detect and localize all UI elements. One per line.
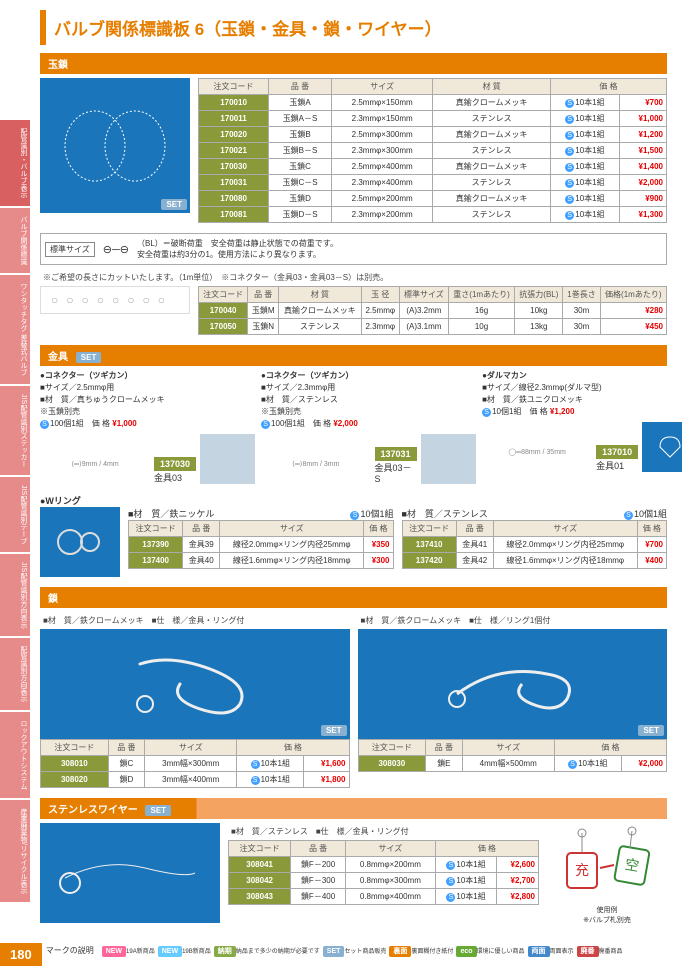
- sidebar-tab[interactable]: JIS配管識別方向表示: [0, 554, 30, 636]
- product-thumb: [642, 422, 682, 472]
- sidebar-tab[interactable]: 産業廃棄物/リサイクル表示: [0, 800, 30, 902]
- section-bar: 鎖: [40, 587, 667, 608]
- product-thumb: [200, 434, 255, 484]
- dimension-diagram: ⟨═⟩8mm / 3mm: [261, 444, 370, 484]
- svg-text:空: 空: [624, 856, 641, 874]
- size-note-box: 標準サイズ ⊖─⊖ （BL）＝破断荷重 安全荷重は静止状態での荷重です。安全荷重…: [40, 233, 667, 265]
- page-title: バルブ関係標識板 6（玉鎖・金具・鎖・ワイヤー）: [40, 10, 667, 45]
- product-table: 注文コード品 番サイズ材 質価 格 170010玉鎖A2.5mmφ×150mm真…: [198, 78, 667, 223]
- sidebar-tab[interactable]: ロックアウトシステム: [0, 712, 30, 798]
- chain-spec-table: 注文コード品 番材 質玉 径標準サイズ重さ(1mあたり)抗張力(BL)1巻長さ価…: [198, 286, 667, 335]
- wire-table: 注文コード品 番サイズ価 格 308041鎖F－2000.8mmφ×200mmS…: [228, 840, 539, 905]
- section-bar: 金具 SET: [40, 345, 667, 366]
- dimension-diagram: ⟨═⟩9mm / 4mm: [40, 444, 150, 484]
- sidebar: 配管識別・バルブ表示 バルブ関係標識 ワンタッチタグ 差替式バルブ JIS配管識…: [0, 120, 30, 902]
- usage-example: 充空 使用例 ※バルブ札別売: [547, 823, 667, 925]
- wring-title: ●Wリング: [40, 494, 667, 507]
- chain-image: ○○○○○○○○: [40, 286, 190, 314]
- page-number: 180: [0, 943, 42, 966]
- wring-image: [40, 507, 120, 577]
- section-bar: ステンレスワイヤー SET: [40, 798, 667, 819]
- cut-note: ※ご希望の長さにカットいたします。（1m単位） ※コネクター（金具03・金具03…: [40, 269, 667, 286]
- connector-2: ●コネクター（ツギカン） ■サイズ／2.3mmφ用■材 質／ステンレス※玉鎖別売…: [261, 370, 476, 484]
- sidebar-tab[interactable]: JIS配管識別テープ: [0, 477, 30, 552]
- connector-3: ●ダルマカン ■サイズ／線径2.3mmφ(ダルマ型)■材 質／鉄ユニクロメッキ …: [482, 370, 682, 484]
- set-badge: SET: [161, 199, 187, 210]
- chain-image: SET: [40, 629, 350, 739]
- footer-legend: マークの説明 NEW19A新商品NEW19B新商品納期納品まで多少の納期が必要で…: [42, 941, 630, 960]
- sidebar-tab[interactable]: バルブ関係標識: [0, 208, 30, 273]
- wring-table-left: 注文コード品 番サイズ価 格 137390金具39線径2.0mmφ×リング内径2…: [128, 520, 394, 569]
- sidebar-tab[interactable]: JIS配管識別ステッカー: [0, 386, 30, 475]
- product-image: SET: [40, 78, 190, 213]
- section-bar: 玉鎖: [40, 53, 667, 74]
- dimension-diagram: ◯═88mm / 35mm: [482, 432, 592, 472]
- sidebar-tab[interactable]: ワンタッチタグ 差替式バルブ: [0, 275, 30, 384]
- connector-1: ●コネクター（ツギカン） ■サイズ／2.5mmφ用■材 質／真ちゅうクロームメッ…: [40, 370, 255, 484]
- chain-table-left: 注文コード品 番サイズ価 格 308010鎖C3mm幅×300mmS10本1組¥…: [40, 739, 350, 788]
- sidebar-tab[interactable]: 配管識別方向表示: [0, 638, 30, 710]
- svg-text:充: 充: [575, 862, 589, 878]
- product-thumb: [421, 434, 476, 484]
- wring-table-right: 注文コード品 番サイズ価 格 137410金具41線径2.0mmφ×リング内径2…: [402, 520, 668, 569]
- wire-image: [40, 823, 220, 923]
- sidebar-main[interactable]: 配管識別・バルブ表示: [0, 120, 30, 206]
- chain-table-right: 注文コード品 番サイズ価 格 308030鎖E4mm幅×500mmS10本1組¥…: [358, 739, 668, 772]
- chain-image: SET: [358, 629, 668, 739]
